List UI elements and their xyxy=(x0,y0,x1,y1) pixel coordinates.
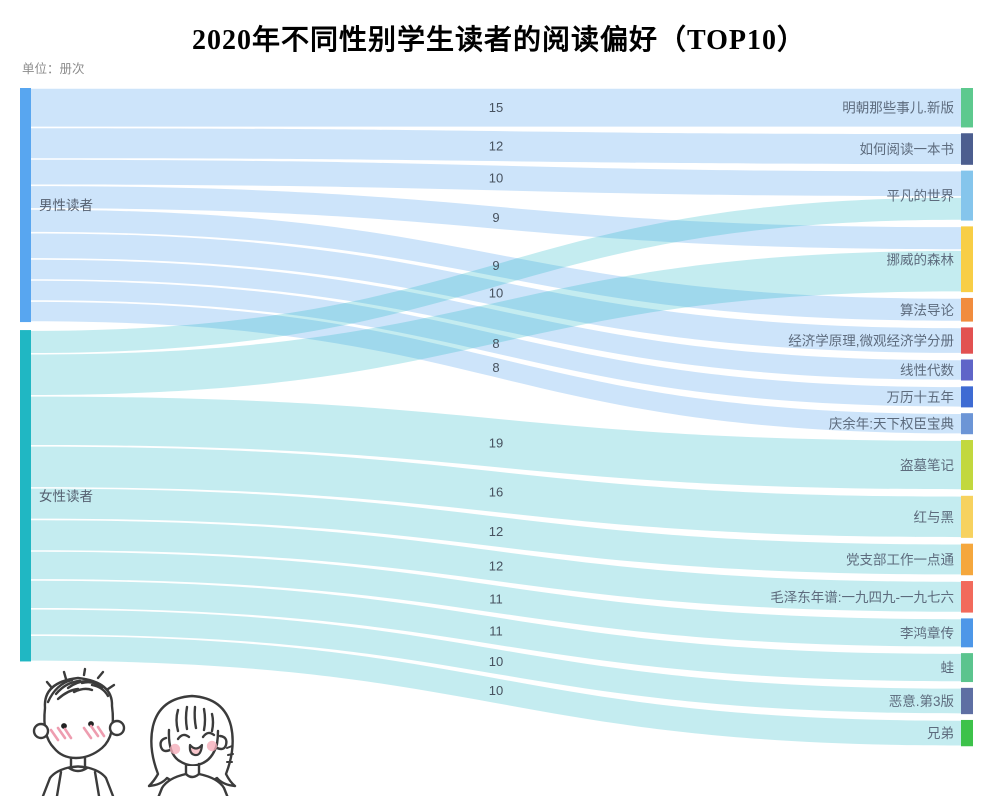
target-node-label: 线性代数 xyxy=(900,363,954,378)
sankey-node-target[interactable] xyxy=(961,386,973,408)
link-value-label: 10 xyxy=(489,683,503,698)
sankey-node-source[interactable] xyxy=(20,330,31,662)
link-value-label: 11 xyxy=(489,623,503,638)
girl-bangs xyxy=(175,705,215,733)
girl-ear-left xyxy=(159,736,172,753)
sankey-link xyxy=(31,259,961,380)
boy-blush xyxy=(49,724,106,742)
sankey-node-target[interactable] xyxy=(961,719,973,747)
target-node-label: 万历十五年 xyxy=(887,390,955,405)
girl-cheek-ticks xyxy=(226,745,234,763)
sankey-link xyxy=(31,520,961,612)
boy-ear-right xyxy=(108,719,126,737)
sankey-link xyxy=(31,233,961,353)
target-node-label: 红与黑 xyxy=(914,510,955,525)
sankey-node-target[interactable] xyxy=(961,327,973,354)
sankey-link xyxy=(31,635,961,746)
sankey-node-target[interactable] xyxy=(961,581,973,613)
sankey-node-target[interactable] xyxy=(961,687,973,715)
sankey-node-target[interactable] xyxy=(961,653,973,683)
sankey-link xyxy=(31,88,961,127)
sankey-node-target[interactable] xyxy=(961,359,973,381)
target-node-label: 明朝那些事儿.新版 xyxy=(842,101,954,116)
link-value-label: 9 xyxy=(492,210,499,225)
sankey-link xyxy=(31,197,961,353)
target-node-label: 毛泽东年谱:一九四九-一九七六 xyxy=(770,590,954,605)
sankey-node-target[interactable] xyxy=(961,618,973,648)
link-value-label: 8 xyxy=(492,360,499,375)
target-node-label: 盗墓笔记 xyxy=(900,458,954,473)
sankey-links-layer xyxy=(31,88,961,746)
link-value-label: 10 xyxy=(489,654,503,669)
source-node-label: 男性读者 xyxy=(39,198,93,213)
sankey-node-target[interactable] xyxy=(961,543,973,576)
sankey-node-target[interactable] xyxy=(961,170,973,221)
sankey-link xyxy=(31,301,961,434)
sankey-link xyxy=(31,159,961,197)
link-value-label: 10 xyxy=(489,286,503,301)
sankey-node-target[interactable] xyxy=(961,440,973,490)
sankey-link xyxy=(31,488,961,575)
sankey-node-target[interactable] xyxy=(961,226,973,293)
sankey-node-target[interactable] xyxy=(961,413,973,435)
link-value-label: 12 xyxy=(489,524,503,539)
sankey-node-target[interactable] xyxy=(961,495,973,538)
link-value-label: 10 xyxy=(489,170,503,185)
link-value-label: 12 xyxy=(489,139,503,154)
sankey-link xyxy=(31,551,961,647)
link-value-label: 9 xyxy=(492,258,499,273)
sankey-node-target[interactable] xyxy=(961,88,973,128)
link-value-label: 15 xyxy=(489,100,503,115)
boy-eye-right xyxy=(88,721,94,727)
sankey-link xyxy=(31,609,961,714)
link-value-label: 12 xyxy=(489,559,503,574)
boy-eye-left xyxy=(61,723,67,729)
sankey-link xyxy=(31,186,961,250)
sankey-link xyxy=(31,128,961,165)
target-node-label: 李鸿章传 xyxy=(900,625,954,641)
sankey-node-target[interactable] xyxy=(961,133,973,165)
sankey-link xyxy=(31,580,961,682)
target-node-label: 平凡的世界 xyxy=(887,189,955,204)
girl-blush-left xyxy=(169,743,181,755)
target-node-label: 经济学原理,微观经济学分册 xyxy=(788,334,954,349)
chart-title: 2020年不同性别学生读者的阅读偏好（TOP10） xyxy=(191,25,807,56)
unit-label: 单位：册次 xyxy=(22,62,85,76)
target-node-label: 挪威的森林 xyxy=(887,252,955,267)
girl-mouth xyxy=(188,743,204,757)
girl-eye-left xyxy=(176,733,191,741)
target-node-label: 兄弟 xyxy=(927,726,954,741)
girl-blush-right xyxy=(206,740,218,752)
link-value-label: 19 xyxy=(489,435,503,450)
sankey-nodes-layer xyxy=(20,88,973,747)
boy-hair xyxy=(45,667,116,704)
boy-ear-left xyxy=(32,722,50,740)
target-node-label: 如何阅读一本书 xyxy=(860,142,955,157)
sankey-node-source[interactable] xyxy=(20,88,31,323)
girl-illustration xyxy=(147,694,237,796)
link-value-label: 11 xyxy=(489,592,503,607)
sankey-link xyxy=(31,280,961,407)
boy-illustration xyxy=(32,667,126,796)
girl-ear-right xyxy=(215,734,228,751)
target-node-label: 庆余年:天下权臣宝典 xyxy=(829,416,954,432)
sankey-node-target[interactable] xyxy=(961,297,973,322)
target-node-label: 蛙 xyxy=(941,661,955,676)
sankey-link xyxy=(31,250,961,396)
sankey-link xyxy=(31,396,961,490)
sankey-link xyxy=(31,209,961,321)
link-value-label: 8 xyxy=(492,336,499,351)
target-node-label: 恶意.第3版 xyxy=(889,693,954,709)
link-value-label: 16 xyxy=(489,484,503,499)
target-node-label: 党支部工作一点通 xyxy=(846,552,954,567)
target-node-label: 算法导论 xyxy=(900,303,954,318)
source-node-label: 女性读者 xyxy=(39,488,93,504)
girl-eye-right xyxy=(201,731,216,739)
sankey-link xyxy=(31,446,961,538)
